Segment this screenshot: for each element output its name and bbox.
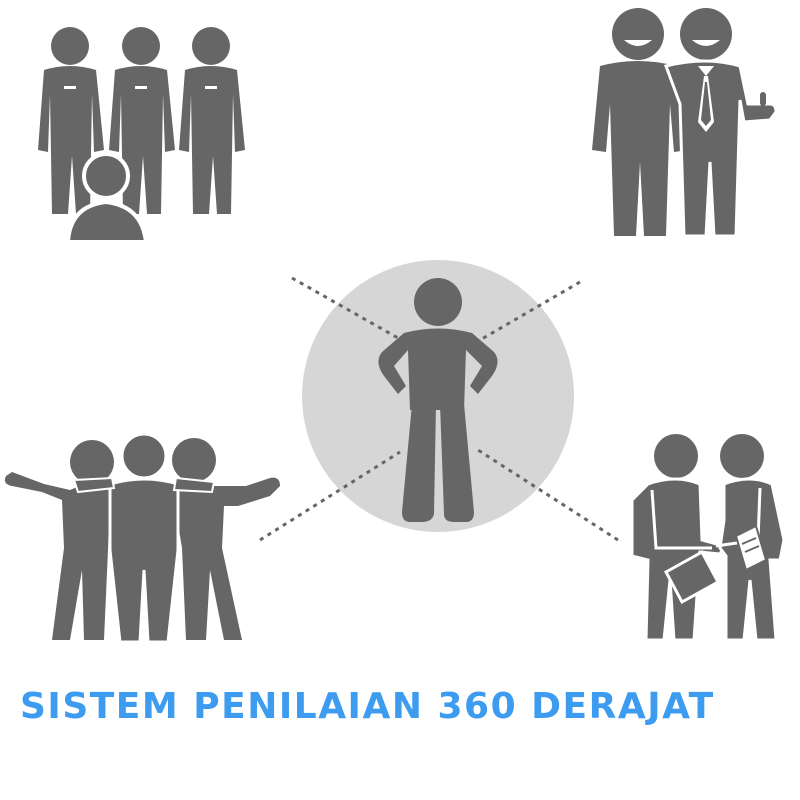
diagram-title: SISTEM PENILAIAN 360 DERAJAT xyxy=(20,686,715,727)
connector-top-left xyxy=(291,276,399,340)
peers-embracing-icon xyxy=(4,432,280,644)
two-managers-icon xyxy=(592,8,778,238)
connector-lines xyxy=(259,276,619,542)
connector-bottom-right xyxy=(477,448,619,542)
handshake-icon xyxy=(630,434,786,642)
connector-top-right xyxy=(479,280,581,342)
person-hands-on-hips-icon xyxy=(378,278,498,522)
team-group-icon xyxy=(38,27,245,244)
connector-bottom-left xyxy=(259,450,401,542)
